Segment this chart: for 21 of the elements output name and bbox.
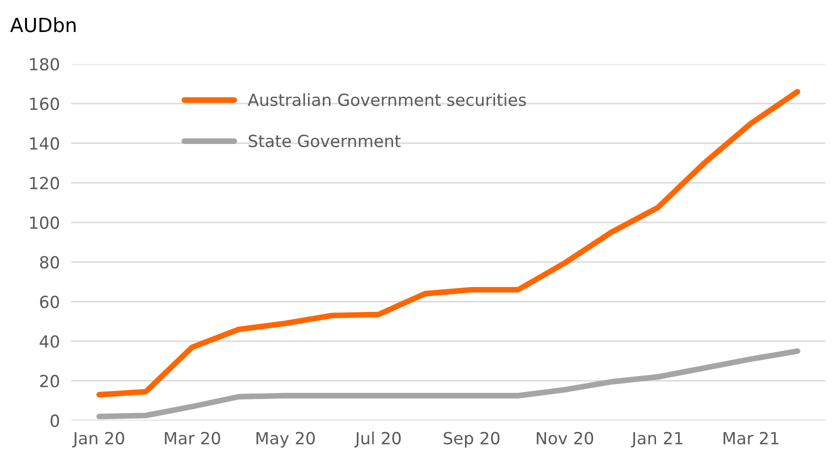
legend-label: Australian Government securities: [248, 93, 526, 106]
x-tick-label: Mar 20: [164, 432, 220, 444]
y-tick-label: 140: [30, 137, 60, 150]
x-tick-label: Sep 20: [444, 432, 500, 448]
y-tick-label: 180: [30, 58, 60, 71]
y-tick-label: 160: [30, 98, 60, 110]
legend-label: State Government: [248, 134, 401, 148]
x-tick-label: Jul 20: [354, 432, 401, 448]
y-tick-label: 40: [40, 335, 60, 348]
x-tick-label: Jan 21: [630, 432, 682, 448]
y-tick-label: 80: [40, 256, 60, 269]
y-tick-label: 20: [40, 374, 60, 388]
y-axis-title: AUDbn: [10, 17, 76, 32]
x-tick-label: Mar 21: [724, 432, 778, 444]
x-tick-label: May 20: [256, 432, 315, 448]
y-tick-label: 120: [30, 176, 60, 190]
y-tick-label: 100: [30, 216, 60, 229]
y-tick-label: 60: [40, 296, 60, 308]
y-tick-label: 0: [50, 414, 60, 428]
x-tick-label: Nov 20: [536, 432, 594, 444]
x-tick-label: Jan 20: [72, 432, 124, 448]
